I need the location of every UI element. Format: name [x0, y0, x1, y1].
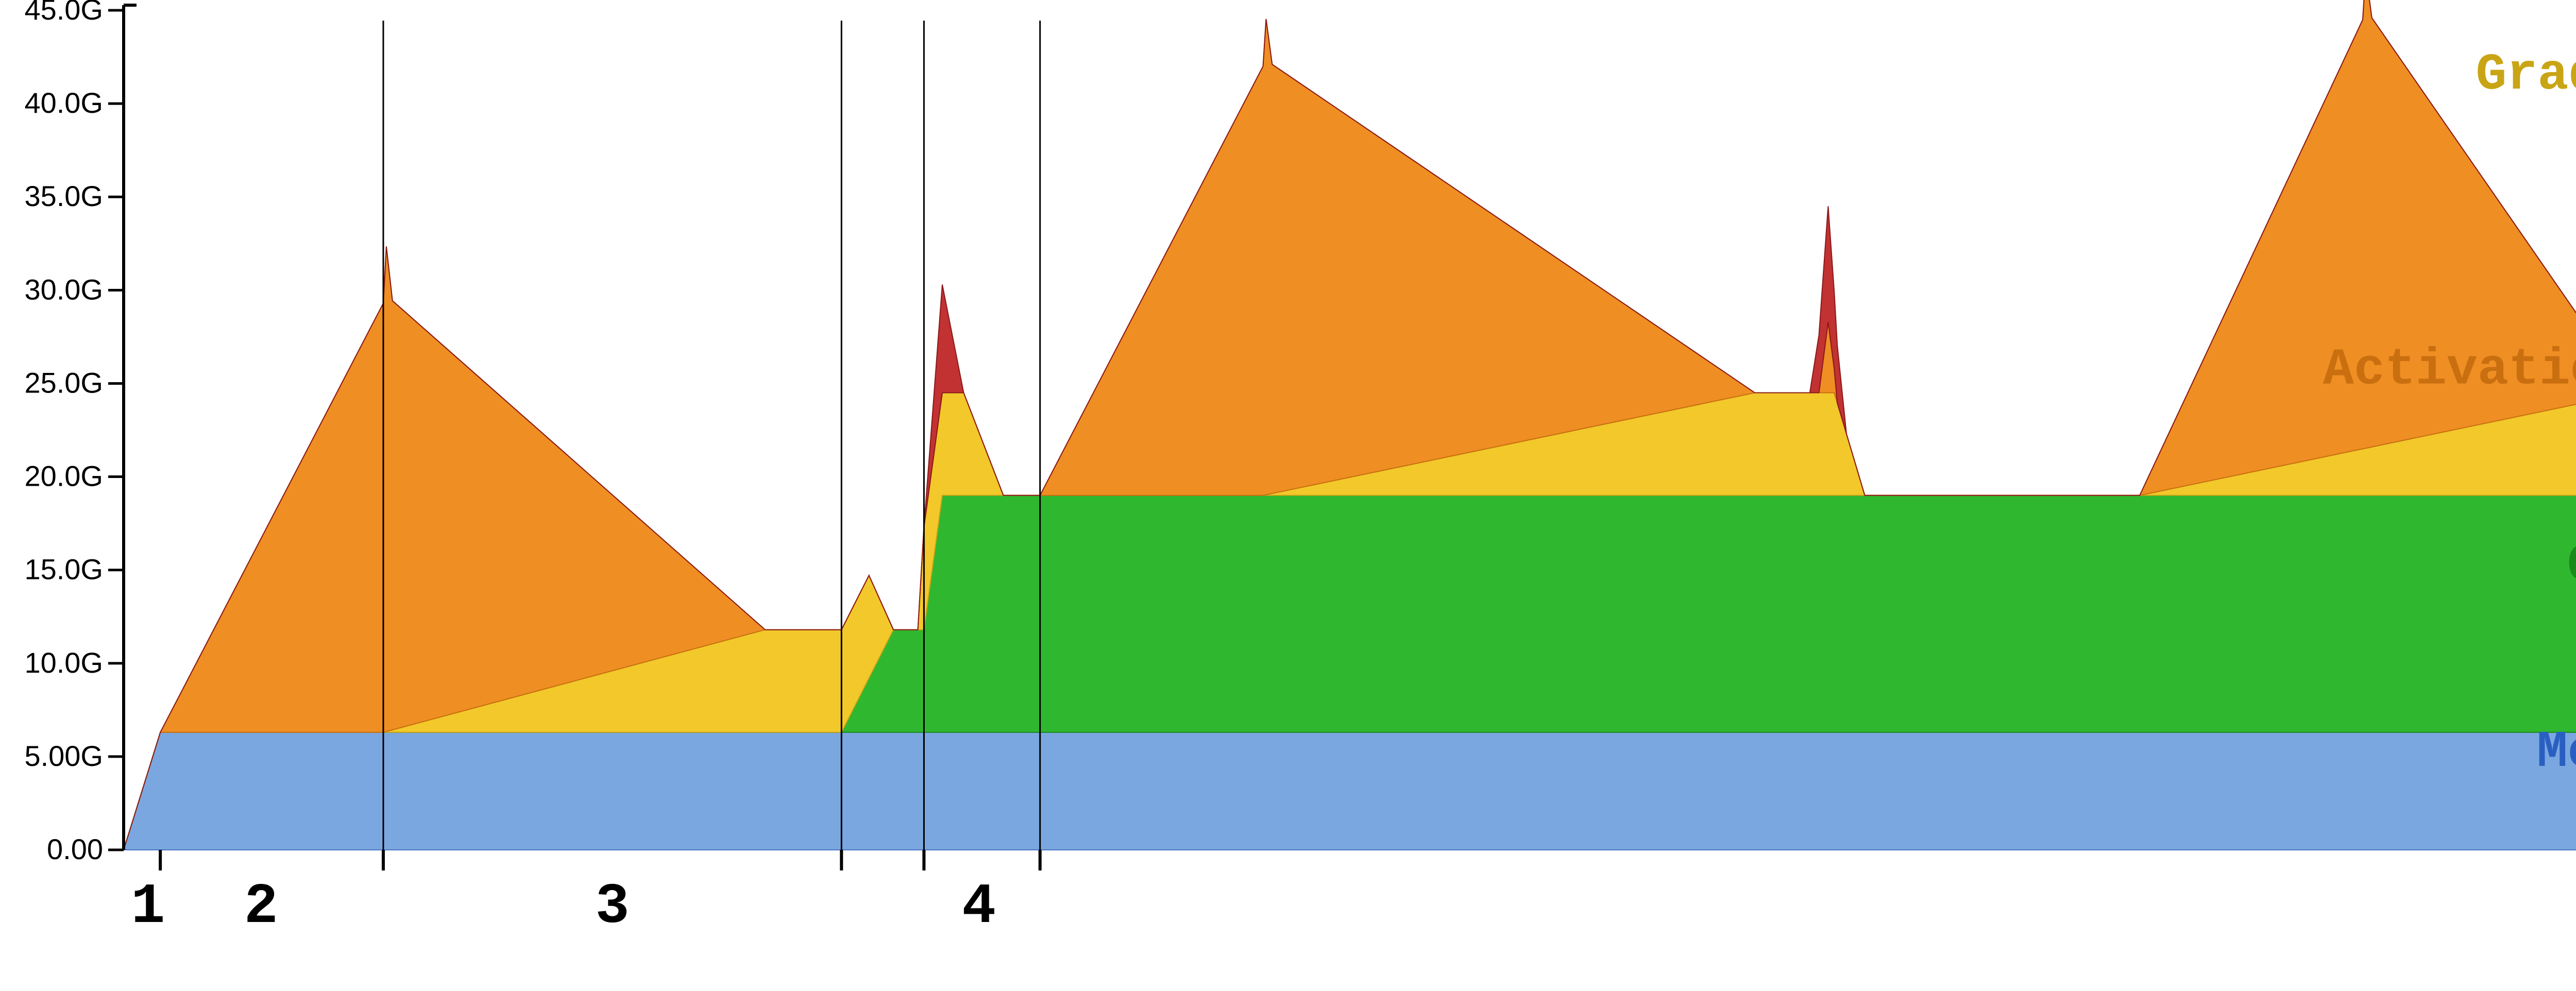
annotation-optimizer-state: Optimizer state [2567, 537, 2576, 595]
y-tick-label-7: 35.0G [24, 180, 103, 212]
phase-label-4: 4 [962, 875, 996, 939]
y-tick-label-0: 0.00 [47, 833, 103, 865]
y-tick-label-2: 10.0G [24, 646, 103, 679]
annotation-activations: Activations [2323, 341, 2576, 399]
y-tick-label-3: 15.0G [24, 553, 103, 586]
chart-svg: 0.00 5.00G 10.0G 15.0G 20.0G 25.0G 30.0G 35.0G 4… [0, 0, 2576, 991]
area-model_parameters [124, 732, 2576, 850]
phase-label-1: 1 [131, 875, 165, 939]
memory-timeline-chart: 0.00 5.00G 10.0G 15.0G 20.0G 25.0G 30.0G 35.0G 4… [0, 0, 2576, 991]
y-tick-label-4: 20.0G [24, 460, 103, 492]
annotation-gradients: Gradients [2476, 46, 2576, 105]
phase-label-3: 3 [596, 875, 630, 939]
y-tick-label-5: 25.0G [24, 366, 103, 399]
y-tick-label-6: 30.0G [24, 273, 103, 305]
y-tick-label-1: 5.00G [24, 740, 103, 772]
annotation-model-parameters: Model parameters [2537, 724, 2576, 782]
y-tick-label-9: 45.0G [24, 0, 103, 26]
y-tick-label-8: 40.0G [24, 87, 103, 119]
phase-label-2: 2 [244, 875, 278, 939]
